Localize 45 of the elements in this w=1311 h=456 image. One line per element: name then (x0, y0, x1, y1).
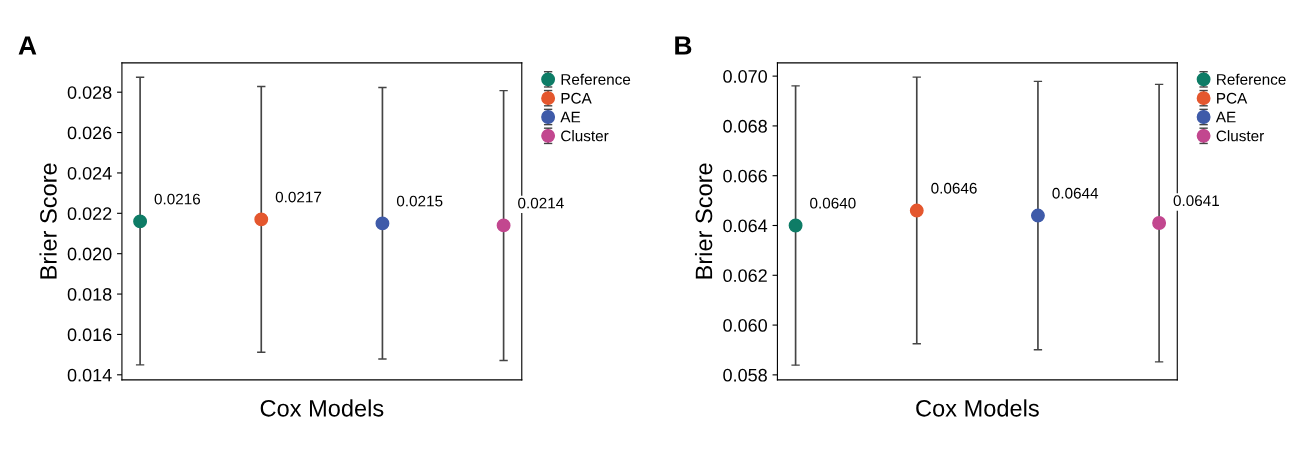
point (1152, 216, 1167, 230)
chart-title: B (675, 36, 692, 55)
legend-label: Cluster (561, 130, 609, 142)
data-label: 0.0214 (518, 197, 564, 209)
data-label: 0.0641 (1173, 195, 1219, 207)
y-tick-label: 0.028 (67, 86, 112, 99)
legend-label: PCA (561, 92, 592, 104)
point (496, 218, 511, 233)
point (254, 212, 269, 227)
point (1030, 208, 1045, 223)
data-label: 0.0217 (275, 191, 322, 203)
y-tick-label: 0.020 (67, 247, 112, 261)
y-tick-label: 0.058 (723, 368, 767, 382)
point (133, 214, 148, 229)
y-axis-title: Brier Score (39, 163, 57, 279)
legend-label: Cluster (1216, 130, 1264, 142)
legend-label: Reference (1217, 73, 1286, 85)
data-label: 0.0646 (931, 182, 977, 194)
y-tick-label: 0.016 (67, 328, 112, 342)
y-tick-label: 0.014 (67, 368, 112, 382)
data-label: 0.0640 (810, 197, 856, 209)
y-tick-label: 0.070 (723, 70, 767, 83)
chart-title: A (18, 36, 37, 55)
legend-label: PCA (1217, 92, 1248, 104)
point (788, 218, 803, 233)
legend-label: AE (1215, 111, 1236, 123)
point (909, 203, 924, 218)
data-label: 0.0644 (1052, 187, 1099, 199)
y-tick-label: 0.066 (723, 169, 767, 183)
point (375, 216, 390, 231)
x-axis-title: Cox Models (260, 399, 384, 417)
y-tick-label: 0.060 (723, 319, 767, 332)
data-label: 0.0215 (396, 195, 443, 207)
data-label: 0.0216 (154, 193, 201, 205)
y-tick-label: 0.026 (67, 126, 112, 140)
y-tick-label: 0.064 (723, 219, 768, 233)
legend-label: AE (560, 111, 581, 123)
y-tick-label: 0.018 (67, 287, 112, 301)
x-axis-title: Cox Models (916, 399, 1039, 417)
y-tick-label: 0.062 (723, 269, 767, 283)
legend-label: Reference (561, 73, 631, 85)
y-axis-title: Brier Score (694, 163, 713, 279)
y-tick-label: 0.024 (67, 166, 112, 180)
y-tick-label: 0.068 (723, 119, 767, 133)
y-tick-label: 0.022 (67, 207, 112, 221)
